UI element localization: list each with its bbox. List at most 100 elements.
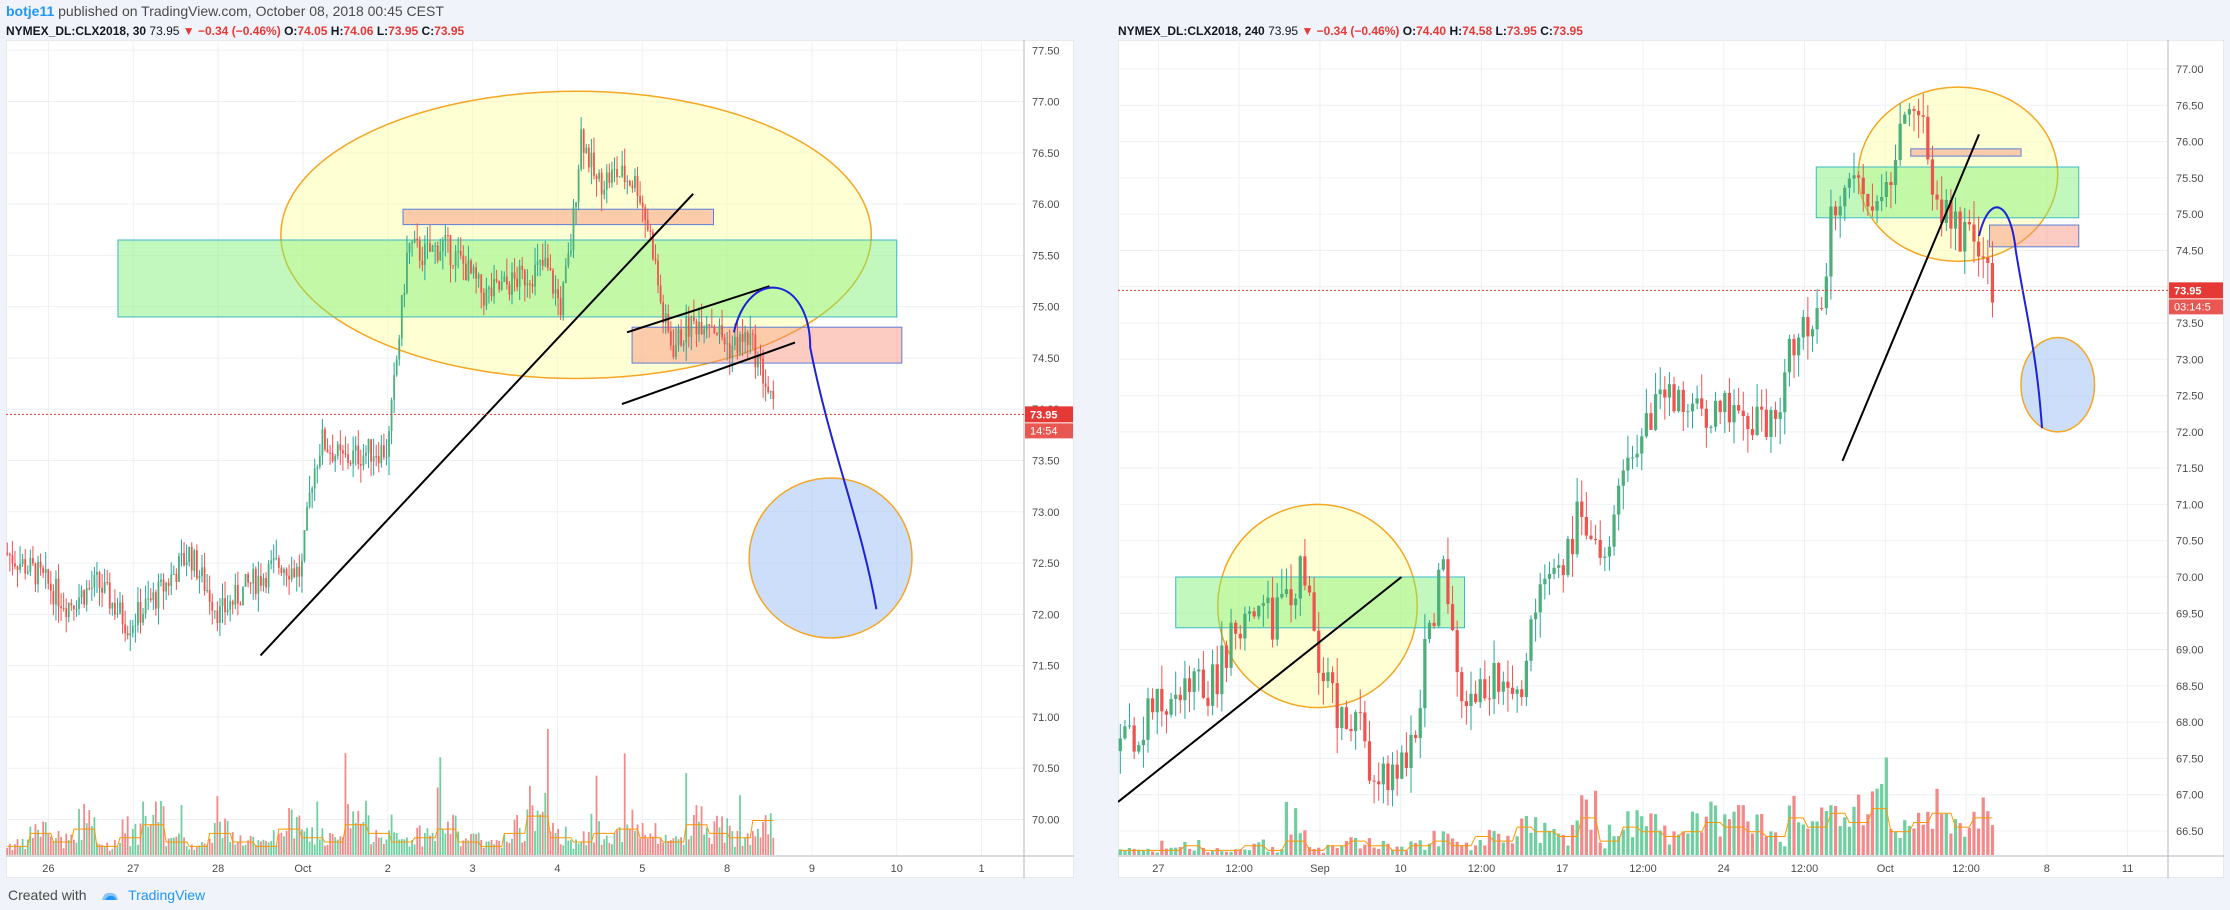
y-tick-label: 70.00: [2176, 572, 2204, 584]
candle-body: [1870, 206, 1875, 211]
volume-bar: [1261, 839, 1265, 855]
volume-bar: [303, 831, 306, 855]
volume-bar: [754, 836, 757, 855]
volume-bar: [516, 814, 519, 855]
volume-bar: [275, 845, 278, 855]
volume-bar: [247, 840, 250, 855]
candle-body: [639, 196, 641, 203]
volume-bar: [1432, 830, 1436, 855]
close-value: 73.95: [434, 24, 465, 38]
volume-bar: [1538, 842, 1542, 855]
volume-bar: [1169, 847, 1173, 855]
volume-bar: [408, 846, 411, 855]
candle-body: [1146, 698, 1150, 740]
volume-bar: [24, 849, 27, 855]
volume-bar: [1861, 825, 1865, 855]
candle-body: [641, 202, 644, 208]
y-tick-label: 75.50: [1032, 250, 1060, 262]
volume-bar: [580, 842, 583, 855]
candle-body: [577, 169, 580, 203]
candle-body: [447, 235, 449, 237]
candle-body: [183, 553, 185, 566]
open-label: O:: [284, 24, 298, 38]
candle-body: [1833, 206, 1838, 216]
x-tick-label: Oct: [294, 863, 311, 875]
volume-bar: [1372, 847, 1376, 855]
candle-body: [1690, 403, 1695, 412]
volume-bar: [167, 838, 170, 855]
candle-body: [1843, 187, 1847, 207]
candle-body: [1732, 405, 1736, 423]
candle-body: [1986, 257, 1990, 263]
candle-body: [613, 169, 616, 171]
red-zone-right: [1989, 224, 2080, 248]
candle-body: [14, 563, 16, 567]
candle-body: [106, 582, 109, 584]
volume-bar: [1607, 824, 1612, 855]
candle-body: [34, 563, 37, 585]
y-tick-label: 73.50: [1032, 456, 1060, 468]
volume-bar: [546, 728, 549, 855]
volume-bar: [257, 840, 260, 855]
author-link[interactable]: botje11: [6, 3, 55, 19]
candle-body: [436, 245, 439, 261]
candle-body: [52, 590, 55, 605]
volume-bar: [698, 821, 700, 855]
volume-bar: [1414, 842, 1418, 855]
volume-bar: [626, 824, 629, 855]
candle-body: [352, 450, 355, 464]
volume-bar: [400, 839, 403, 855]
chart-panel-30m[interactable]: 77.5077.0076.5076.0075.5075.0074.5074.00…: [6, 40, 1074, 878]
tradingview-brand-link[interactable]: TradingView: [128, 887, 206, 903]
candle-body: [311, 488, 314, 493]
volume-bar: [19, 845, 21, 855]
volume-bar: [1515, 836, 1519, 855]
volume-bar: [1833, 806, 1838, 855]
candle-body: [695, 321, 698, 335]
candle-body: [1418, 708, 1422, 739]
volume-bar: [1150, 851, 1155, 855]
publication-text: published on TradingView.com, October 08…: [58, 3, 444, 19]
candle-body: [1340, 707, 1344, 729]
volume-bar: [316, 801, 319, 855]
volume-bar: [180, 805, 183, 855]
candle-body: [1543, 578, 1547, 585]
volume-bar: [1589, 829, 1593, 855]
candle-body: [480, 274, 483, 293]
volume-bar: [1644, 826, 1648, 855]
candle-body: [677, 329, 680, 345]
projection-path: [732, 286, 878, 610]
volume-bar: [234, 844, 237, 855]
candle-body: [1838, 206, 1842, 216]
candle-body: [772, 391, 775, 400]
candle-body: [1201, 669, 1205, 698]
volume-bar: [357, 810, 360, 855]
candle-body: [490, 287, 493, 297]
volume-bar: [162, 806, 165, 855]
candle-body: [354, 445, 357, 451]
candle-body: [1677, 389, 1681, 412]
y-tick-label: 75.50: [2176, 173, 2204, 185]
y-tick-label: 72.50: [2176, 391, 2204, 403]
candle-body: [213, 610, 216, 612]
symbol-label[interactable]: NYMEX_DL:CLX2018, 240: [1118, 24, 1265, 38]
close-label: C:: [421, 24, 435, 38]
volume-bar: [265, 840, 267, 855]
candle-body: [733, 336, 736, 346]
candle-body: [47, 569, 50, 584]
volume-bar: [1907, 825, 1911, 855]
volume-bars: [1118, 757, 1995, 855]
candle-body: [700, 321, 703, 335]
candle-body: [1326, 672, 1330, 682]
volume-bar: [57, 831, 60, 855]
candle-body: [1317, 630, 1321, 673]
candle-body: [1829, 206, 1833, 277]
volume-bar: [1903, 820, 1907, 855]
y-tick-label: 66.50: [2176, 826, 2204, 838]
volume-bar: [1893, 831, 1898, 855]
volume-bar: [536, 810, 539, 855]
chart-panel-4h[interactable]: 77.0076.5076.0075.5075.0074.5074.0073.50…: [1118, 40, 2224, 878]
symbol-label[interactable]: NYMEX_DL:CLX2018, 30: [6, 24, 147, 38]
volume-bar: [1312, 848, 1316, 855]
volume-bar: [262, 839, 265, 855]
